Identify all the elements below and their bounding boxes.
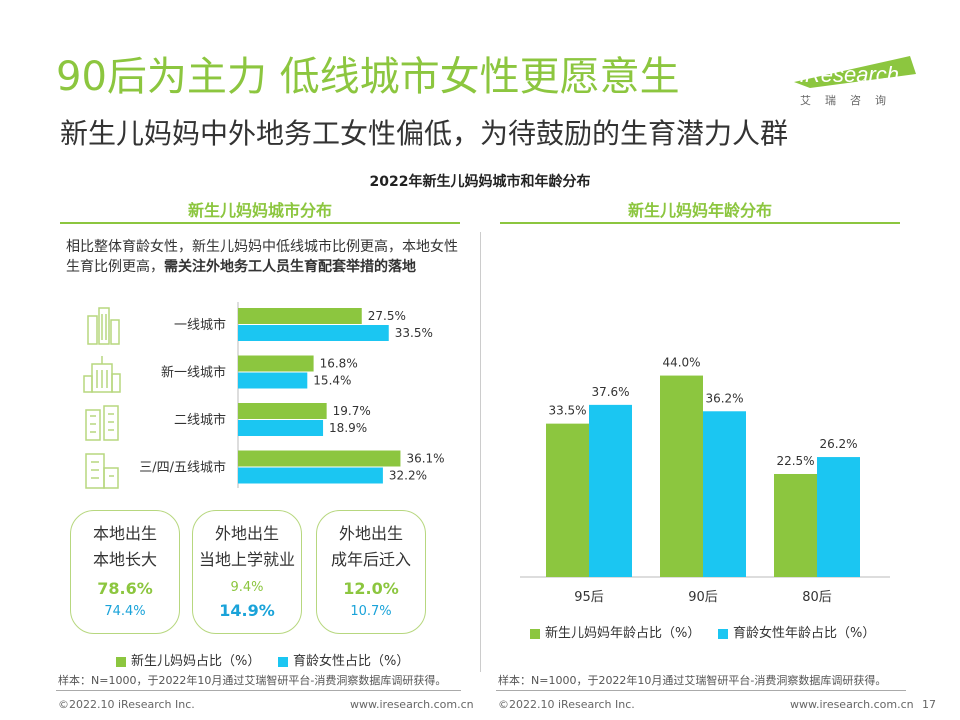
box-value-newborn-mothers: 12.0% xyxy=(343,579,399,598)
box-line-2: 成年后迁入 xyxy=(330,550,411,569)
apartment-block-icon xyxy=(85,405,119,441)
box-value-newborn-mothers: 9.4% xyxy=(230,580,264,595)
iresearch-logo: iResearch 艾瑞咨询 xyxy=(790,52,920,108)
box-value-newborn-mothers: 78.6% xyxy=(97,579,153,598)
box-line-2: 本地长大 xyxy=(92,550,157,569)
bar-childbearing-women xyxy=(589,404,632,577)
skyscraper-icon xyxy=(87,307,120,345)
box-value-childbearing-women: 74.4% xyxy=(104,604,146,619)
low-rise-building-icon xyxy=(85,453,119,489)
category-label: 三/四/五线城市 xyxy=(139,460,226,476)
bar-value-label: 22.5% xyxy=(776,454,814,468)
logo-swoosh-icon xyxy=(794,56,916,88)
left-section-underline xyxy=(60,222,460,224)
bar-childbearing-women xyxy=(703,411,746,577)
left-footer-copyright: ©2022.10 iResearch Inc. xyxy=(58,698,195,711)
bar-childbearing-women xyxy=(238,325,389,341)
insight-note: 相比整体育龄女性，新生儿妈妈中低线城市比例更高，本地女性生育比例更高，需关注外地… xyxy=(66,237,466,277)
bar-value-label: 37.6% xyxy=(591,385,629,399)
bar-value-label: 18.9% xyxy=(329,421,367,435)
insight-note-plain: 相比整体育龄女性，新生儿妈妈中低线城市比例更高，本地女性生育比例更高， xyxy=(66,239,458,275)
bar-newborn-mothers xyxy=(238,450,401,467)
box-value-childbearing-women: 10.7% xyxy=(350,604,392,619)
bar-childbearing-women xyxy=(817,457,860,577)
legend-label: 育龄女性占比（%） xyxy=(293,654,410,669)
city-distribution-chart: 一线城市 27.5% 33.5% 新一线城市 16.8% 15.4% 二线城市 19.7% 18… xyxy=(120,300,450,490)
left-source-note: 样本：N=1000，于2022年10月通过艾瑞智研平台-消费洞察数据库调研获得。 xyxy=(58,674,447,687)
category-label: 一线城市 xyxy=(174,317,226,333)
bar-value-label: 32.2% xyxy=(389,469,427,483)
bar-newborn-mothers xyxy=(238,308,362,324)
category-label: 90后 xyxy=(688,590,718,605)
bar-value-label: 33.5% xyxy=(548,404,586,418)
origin-box: 外地出生当地上学就业 9.4% 14.9% xyxy=(192,510,302,634)
category-label: 二线城市 xyxy=(174,412,226,428)
right-legend-item-2: 育龄女性年龄占比（%） xyxy=(718,622,875,641)
box-line-1: 外地出生 xyxy=(338,524,403,543)
box-line-2: 当地上学就业 xyxy=(198,550,295,569)
origin-box: 外地出生成年后迁入 12.0% 10.7% xyxy=(316,510,426,634)
bar-newborn-mothers xyxy=(660,375,703,577)
legend-label: 新生儿妈妈年龄占比（%） xyxy=(545,626,701,641)
right-section-title: 新生儿妈妈年龄分布 xyxy=(627,201,772,220)
bar-value-label: 27.5% xyxy=(368,309,406,323)
bar-value-label: 15.4% xyxy=(313,374,351,388)
page-title: 90后为主力 低线城市女性更愿意生 xyxy=(56,54,680,100)
box-line-1: 外地出生 xyxy=(214,524,279,543)
office-building-icon xyxy=(83,356,121,393)
logo-text: iResearch xyxy=(800,62,900,87)
legend-label: 新生儿妈妈占比（%） xyxy=(131,654,261,669)
bar-childbearing-women xyxy=(238,467,383,484)
bar-childbearing-women xyxy=(238,420,324,436)
bar-value-label: 44.0% xyxy=(662,356,700,370)
right-section-underline xyxy=(500,222,900,224)
origin-box: 本地出生本地长大 78.6% 74.4% xyxy=(70,510,180,634)
logo-cn-text: 艾瑞咨询 xyxy=(800,94,900,107)
bar-value-label: 36.1% xyxy=(406,452,444,466)
bar-value-label: 26.2% xyxy=(819,437,857,451)
bar-childbearing-women xyxy=(238,372,308,389)
category-label: 95后 xyxy=(574,590,604,605)
left-section-title: 新生儿妈妈城市分布 xyxy=(187,201,332,220)
legend-label: 育龄女性年龄占比（%） xyxy=(733,626,876,641)
legend-swatch-blue xyxy=(278,656,288,667)
bar-newborn-mothers xyxy=(546,423,589,577)
chart-title: 2022年新生儿妈妈城市和年龄分布 xyxy=(369,174,591,190)
age-distribution-chart: 33.5% 37.6% 95后 44.0% 36.2% 90后 22.5% 26.2% 80后 xyxy=(520,310,900,610)
legend-swatch-blue xyxy=(718,628,728,639)
left-footer-url[interactable]: www.iresearch.com.cn xyxy=(350,698,474,711)
insight-note-bold: 需关注外地务工人员生育配套举措的落地 xyxy=(164,259,416,275)
legend-swatch-green xyxy=(530,628,540,639)
right-legend-item-1: 新生儿妈妈年龄占比（%） xyxy=(530,622,700,641)
city-bars-svg: 一线城市 27.5% 33.5% 新一线城市 16.8% 15.4% 二线城市 19.7% 18… xyxy=(139,302,445,488)
vertical-divider xyxy=(480,232,481,672)
category-label: 新一线城市 xyxy=(161,365,226,381)
bar-value-label: 36.2% xyxy=(705,391,743,405)
bar-value-label: 16.8% xyxy=(320,357,358,371)
bar-value-label: 33.5% xyxy=(395,326,433,340)
box-value-childbearing-women: 14.9% xyxy=(219,601,275,620)
page-subtitle: 新生儿妈妈中外地务工女性偏低，为待鼓励的生育潜力人群 xyxy=(60,117,789,150)
legend-swatch-green xyxy=(116,656,126,667)
left-footer-rule xyxy=(56,690,461,691)
bar-value-label: 19.7% xyxy=(333,404,371,418)
left-legend-item-2: 育龄女性占比（%） xyxy=(278,650,409,669)
right-footer-url[interactable]: www.iresearch.com.cn xyxy=(790,698,914,711)
box-line-1: 本地出生 xyxy=(92,524,157,543)
bar-newborn-mothers xyxy=(774,473,817,577)
right-footer-rule xyxy=(496,690,906,691)
right-footer-copyright: ©2022.10 iResearch Inc. xyxy=(498,698,635,711)
age-bars-svg: 33.5% 37.6% 95后 44.0% 36.2% 90后 22.5% 26.2% 80后 xyxy=(520,356,890,605)
right-source-note: 样本：N=1000，于2022年10月通过艾瑞智研平台-消费洞察数据库调研获得。 xyxy=(498,674,887,687)
category-label: 80后 xyxy=(802,590,832,605)
page-number: 17 xyxy=(922,698,936,711)
left-legend-item-1: 新生儿妈妈占比（%） xyxy=(116,650,260,669)
bar-newborn-mothers xyxy=(238,355,314,372)
bar-newborn-mothers xyxy=(238,403,327,419)
